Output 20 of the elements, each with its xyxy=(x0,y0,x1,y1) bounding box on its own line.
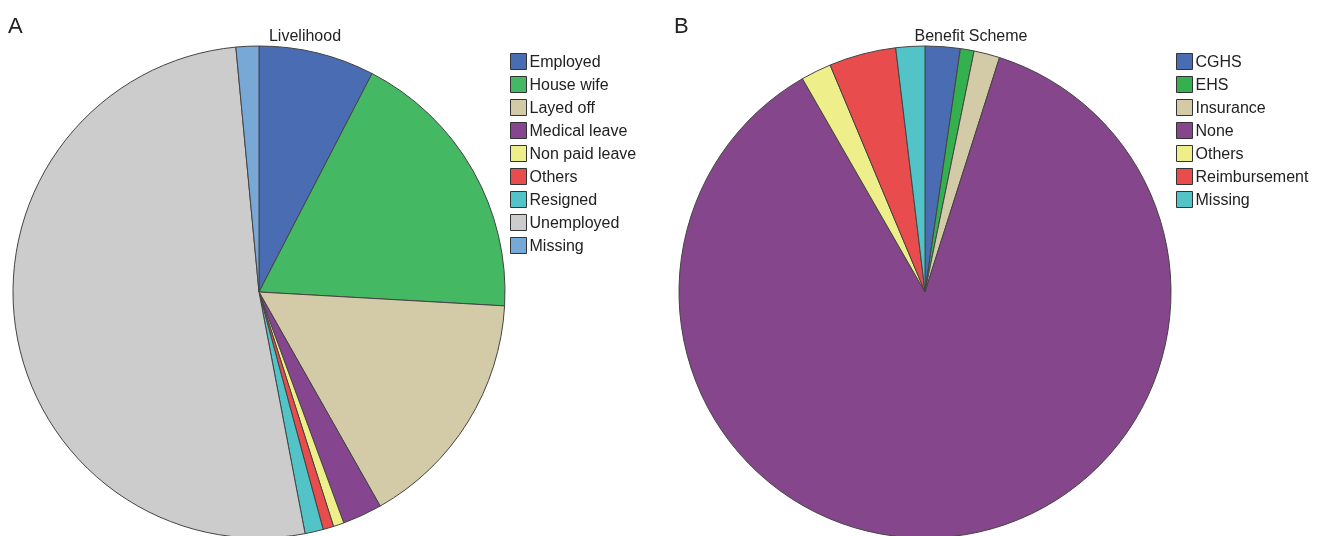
legend-label: None xyxy=(1195,122,1234,139)
legend-label: Insurance xyxy=(1195,99,1266,116)
legend-label: Resigned xyxy=(529,191,598,208)
legend-label: Others xyxy=(529,168,578,185)
legend-label: CGHS xyxy=(1195,53,1242,70)
text: A xyxy=(8,12,23,38)
text: B xyxy=(674,12,689,38)
legend-label: Layed off xyxy=(529,99,596,116)
legend-label: Missing xyxy=(1195,191,1250,208)
legend-label: Others xyxy=(1195,145,1244,162)
chart-title: Livelihood xyxy=(268,26,342,44)
legend-label: Unemployed xyxy=(529,214,620,231)
legend-label: EHS xyxy=(1195,76,1229,93)
legend-label: Reimbursement xyxy=(1195,168,1309,185)
chart-title: Benefit Scheme xyxy=(914,26,1028,44)
legend-label: Employed xyxy=(529,53,601,70)
legend-label: House wife xyxy=(529,76,609,93)
legend-label: Non paid leave xyxy=(529,145,637,162)
legend-label: Missing xyxy=(529,237,584,254)
legend-label: Medical leave xyxy=(529,122,628,139)
